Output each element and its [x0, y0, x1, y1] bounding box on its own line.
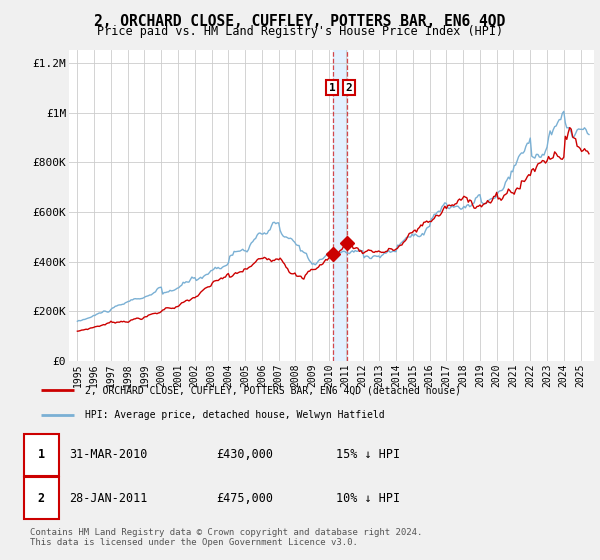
- Text: 28-JAN-2011: 28-JAN-2011: [69, 492, 148, 505]
- Text: Price paid vs. HM Land Registry's House Price Index (HPI): Price paid vs. HM Land Registry's House …: [97, 25, 503, 38]
- Text: 1: 1: [329, 83, 336, 93]
- Text: 10% ↓ HPI: 10% ↓ HPI: [336, 492, 400, 505]
- Bar: [333, 50, 347, 361]
- Text: 31-MAR-2010: 31-MAR-2010: [69, 449, 148, 461]
- Text: HPI: Average price, detached house, Welwyn Hatfield: HPI: Average price, detached house, Welw…: [85, 410, 385, 420]
- Text: 2: 2: [38, 492, 45, 505]
- Text: 15% ↓ HPI: 15% ↓ HPI: [336, 449, 400, 461]
- Text: 2: 2: [346, 83, 352, 93]
- Text: 1: 1: [38, 449, 45, 461]
- Text: Contains HM Land Registry data © Crown copyright and database right 2024.
This d: Contains HM Land Registry data © Crown c…: [30, 528, 422, 547]
- Text: £430,000: £430,000: [216, 449, 273, 461]
- Text: £475,000: £475,000: [216, 492, 273, 505]
- Text: 2, ORCHARD CLOSE, CUFFLEY, POTTERS BAR, EN6 4QD: 2, ORCHARD CLOSE, CUFFLEY, POTTERS BAR, …: [94, 14, 506, 29]
- Text: 2, ORCHARD CLOSE, CUFFLEY, POTTERS BAR, EN6 4QD (detached house): 2, ORCHARD CLOSE, CUFFLEY, POTTERS BAR, …: [85, 385, 461, 395]
